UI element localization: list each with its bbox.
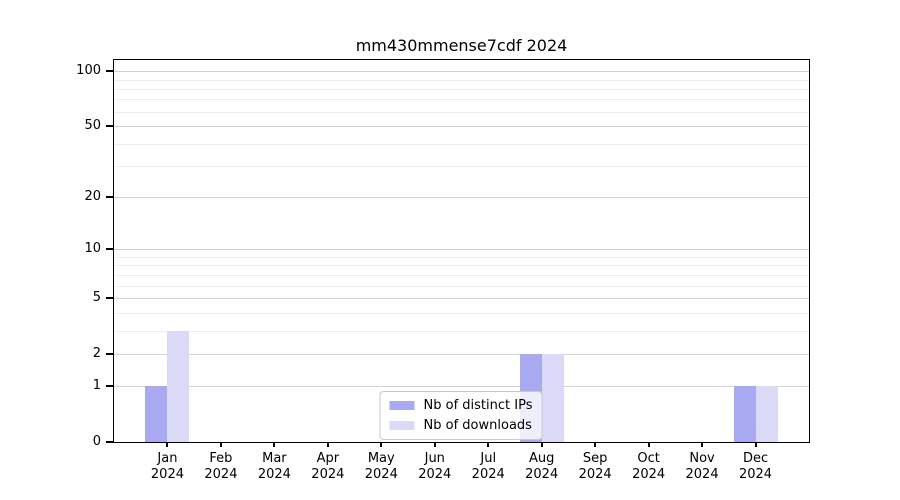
x-tick-label: Sep 2024 [579, 451, 612, 483]
y-tick-label: 1 [92, 378, 101, 393]
y-tick-label: 100 [76, 63, 101, 78]
x-tick-year: 2024 [418, 467, 452, 482]
x-tick-mark [540, 442, 543, 447]
y-tick-mark [106, 297, 113, 299]
gridline-major [114, 354, 809, 355]
y-tick-mark [106, 196, 113, 198]
gridline-major [114, 197, 809, 198]
x-tick-label: Apr 2024 [311, 451, 344, 483]
x-tick-year: 2024 [364, 467, 398, 482]
x-tick-month: Nov [689, 451, 715, 466]
gridline-minor [114, 144, 809, 145]
x-tick-label: Jan 2024 [151, 451, 184, 483]
y-tick-mark [106, 385, 113, 387]
x-tick-label: Mar 2024 [258, 451, 291, 483]
x-tick-year: 2024 [204, 467, 238, 482]
x-tick-mark [647, 442, 650, 447]
legend-item-distinct-ips: Nb of distinct IPs [389, 398, 533, 413]
x-tick-year: 2024 [525, 467, 559, 482]
y-tick-mark [106, 248, 113, 250]
x-tick-mark [273, 442, 276, 447]
x-tick-label: May 2024 [365, 451, 398, 483]
gridline-minor [114, 257, 809, 258]
gridline-minor [114, 331, 809, 332]
plot-area [113, 59, 810, 443]
x-tick-year: 2024 [257, 467, 291, 482]
y-tick-label: 10 [84, 241, 101, 256]
x-tick-month: Dec [742, 451, 769, 466]
bar-downloads [167, 331, 189, 442]
gridline-major [114, 126, 809, 127]
gridline-minor [114, 265, 809, 266]
x-tick-label: Jun 2024 [418, 451, 451, 483]
x-tick-month: Oct [637, 451, 660, 466]
x-tick-year: 2024 [150, 467, 184, 482]
bar-distinct-ips [734, 386, 756, 442]
gridline-minor [114, 80, 809, 81]
x-tick-month: Jan [157, 451, 178, 466]
x-tick-month: Jun [424, 451, 445, 466]
gridline-minor [114, 313, 809, 314]
gridline-minor [114, 275, 809, 276]
x-tick-label: Jul 2024 [472, 451, 505, 483]
y-tick-label: 0 [92, 434, 101, 449]
gridline-major [114, 386, 809, 387]
x-tick-month: Feb [209, 451, 233, 466]
x-tick-year: 2024 [578, 467, 612, 482]
x-tick-year: 2024 [632, 467, 666, 482]
x-tick-mark [166, 442, 169, 447]
x-tick-year: 2024 [738, 467, 773, 482]
legend-swatch-downloads [389, 421, 415, 430]
x-tick-mark [219, 442, 222, 447]
x-tick-label: Feb 2024 [204, 451, 237, 483]
x-tick-year: 2024 [685, 467, 719, 482]
y-tick-label: 2 [92, 346, 101, 361]
legend-label-downloads: Nb of downloads [423, 418, 532, 433]
y-tick-label: 20 [84, 189, 101, 204]
y-tick-label: 5 [92, 290, 101, 305]
chart-title: mm430mmense7cdf 2024 [355, 36, 568, 55]
y-tick-label: 50 [84, 118, 101, 133]
x-tick-label: Aug 2024 [525, 451, 558, 483]
x-tick-month: Apr [316, 451, 340, 466]
gridline-minor [114, 89, 809, 90]
gridline-major [114, 298, 809, 299]
y-tick-mark [106, 441, 113, 443]
gridline-major [114, 249, 809, 250]
x-tick-mark [380, 442, 383, 447]
gridline-minor [114, 286, 809, 287]
bar-distinct-ips [145, 386, 167, 442]
legend: Nb of distinct IPs Nb of downloads [379, 391, 543, 440]
bar-downloads [756, 386, 778, 442]
gridline-minor [114, 99, 809, 100]
y-tick-mark [106, 70, 113, 72]
x-tick-year: 2024 [471, 467, 505, 482]
x-tick-label: Dec 2024 [739, 451, 772, 483]
y-tick-mark [106, 125, 113, 127]
x-tick-mark [701, 442, 704, 447]
x-tick-mark [326, 442, 329, 447]
legend-label-distinct-ips: Nb of distinct IPs [423, 398, 533, 413]
x-tick-year: 2024 [311, 467, 345, 482]
x-tick-month: Aug [528, 451, 555, 466]
x-tick-month: Sep [582, 451, 608, 466]
bar-downloads [542, 354, 564, 442]
legend-item-downloads: Nb of downloads [389, 418, 533, 433]
y-tick-mark [106, 353, 113, 355]
gridline-minor [114, 112, 809, 113]
x-tick-month: May [367, 451, 395, 466]
x-tick-month: Jul [480, 451, 497, 466]
x-tick-label: Nov 2024 [686, 451, 719, 483]
gridline-major [114, 71, 809, 72]
x-tick-mark [754, 442, 757, 447]
x-tick-label: Oct 2024 [632, 451, 665, 483]
x-tick-mark [487, 442, 490, 447]
x-tick-mark [433, 442, 436, 447]
gridline-minor [114, 166, 809, 167]
x-tick-mark [594, 442, 597, 447]
x-tick-month: Mar [262, 451, 287, 466]
legend-swatch-distinct-ips [389, 401, 415, 410]
